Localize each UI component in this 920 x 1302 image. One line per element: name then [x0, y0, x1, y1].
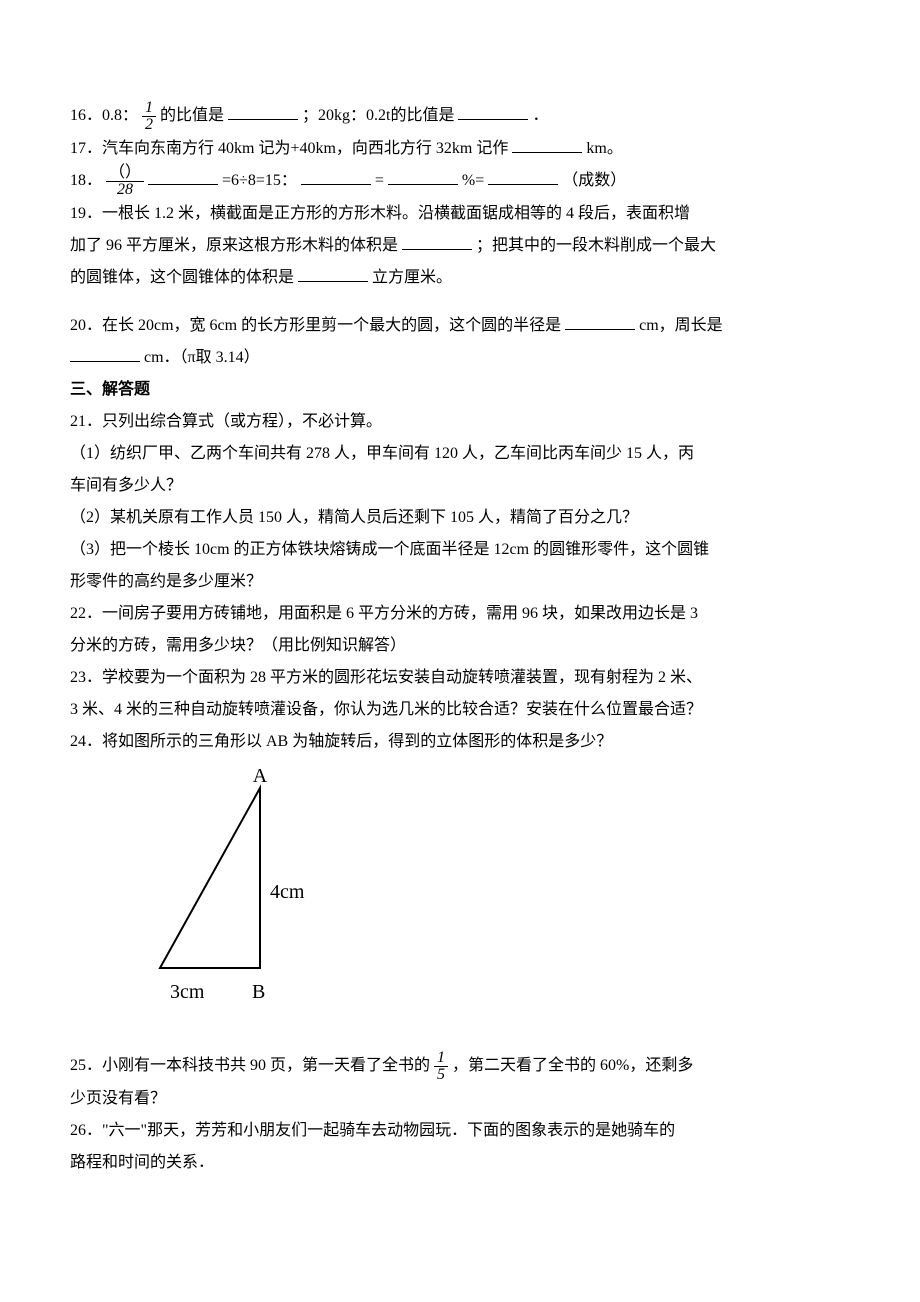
question-21-1a: （1）纺织厂甲、乙两个车间共有 278 人，甲车间有 120 人，乙车间比丙车间…: [70, 438, 850, 470]
q16-mid2: ；20kg：0.2t的比值是: [302, 107, 454, 124]
blank: [402, 233, 472, 250]
fraction-paren-28: （） 28: [106, 165, 144, 198]
question-24: 24．将如图所示的三角形以 AB 为轴旋转后，得到的立体图形的体积是多少？: [70, 726, 850, 758]
q18-eq: =6÷8=15：: [222, 172, 297, 189]
svg-text:3cm: 3cm: [170, 981, 205, 1003]
question-26-b: 路程和时间的关系．: [70, 1147, 850, 1179]
svg-text:A: A: [253, 768, 268, 787]
q25-a: 25．小刚有一本科技书共 90 页，第一天看了全书的: [70, 1057, 434, 1074]
frac-num: 1: [434, 1050, 448, 1067]
frac-num: 1: [142, 100, 156, 117]
q19-l3a: 的圆锥体，这个圆锥体的体积是: [70, 269, 294, 286]
question-25-line2: 少页没有看？: [70, 1083, 850, 1115]
question-26-a: 26．"六一"那天，芳芳和小朋友们一起骑车去动物园玩．下面的图象表示的是她骑车的: [70, 1115, 850, 1147]
question-19-line2: 加了 96 平方厘米，原来这根方形木料的体积是 ；把其中的一段木料削成一个最大: [70, 230, 850, 262]
question-18: 18． （） 28 =6÷8=15： = %= （成数）: [70, 165, 850, 198]
q19-l2b: ；把其中的一段木料削成一个最大: [476, 237, 716, 254]
question-21-3a: （3）把一个棱长 10cm 的正方体铁块熔铸成一个底面半径是 12cm 的圆锥形…: [70, 534, 850, 566]
question-22-a: 22．一间房子要用方砖铺地，用面积是 6 平方分米的方砖，需用 96 块，如果改…: [70, 598, 850, 630]
question-22-b: 分米的方砖，需用多少块？（用比例知识解答）: [70, 630, 850, 662]
document-page: 16．0.8： 1 2 的比值是 ；20kg：0.2t的比值是 ． 17．汽车向…: [0, 0, 920, 1239]
svg-text:4cm: 4cm: [270, 881, 305, 903]
frac-den: 5: [434, 1067, 448, 1083]
q17-a: 17．汽车向东南方行 40km 记为+40km，向西北方行 32km 记作: [70, 140, 508, 157]
q20-l2a: cm．（π取 3.14）: [144, 349, 260, 366]
q20-l1a: 20．在长 20cm，宽 6cm 的长方形里剪一个最大的圆，这个圆的半径是: [70, 317, 561, 334]
question-16: 16．0.8： 1 2 的比值是 ；20kg：0.2t的比值是 ．: [70, 100, 850, 133]
q16-end: ．: [532, 107, 548, 124]
frac-num: （）: [106, 165, 144, 182]
question-21-2: （2）某机关原有工作人员 150 人，精简人员后还剩下 105 人，精简了百分之…: [70, 502, 850, 534]
spacer: [70, 294, 850, 310]
q19-l1a: 19．一根长 1.2 米，横截面是正方形的方形木料。沿横截面锯成相等的 4 段后…: [70, 205, 690, 222]
blank: [70, 345, 140, 362]
q18-eq3: %=: [462, 172, 484, 189]
q20-l1b: cm，周长是: [639, 317, 723, 334]
question-20-line1: 20．在长 20cm，宽 6cm 的长方形里剪一个最大的圆，这个圆的半径是 cm…: [70, 310, 850, 342]
blank: [388, 168, 458, 185]
question-20-line2: cm．（π取 3.14）: [70, 342, 850, 374]
triangle-diagram: A 4cm 3cm B: [130, 768, 850, 1040]
blank: [148, 168, 218, 185]
q16-prefix: 16．0.8：: [70, 107, 138, 124]
question-19-line3: 的圆锥体，这个圆锥体的体积是 立方厘米。: [70, 262, 850, 294]
q18-eq2: =: [375, 172, 384, 189]
blank: [458, 103, 528, 120]
question-25-line1: 25．小刚有一本科技书共 90 页，第一天看了全书的 1 5 ，第二天看了全书的…: [70, 1050, 850, 1083]
section-3-title: 三、解答题: [70, 374, 850, 406]
fraction-1-2: 1 2: [142, 100, 156, 133]
q18-prefix: 18．: [70, 172, 102, 189]
frac-den: 28: [106, 182, 144, 198]
blank: [228, 103, 298, 120]
q19-l3b: 立方厘米。: [372, 269, 452, 286]
question-19-line1: 19．一根长 1.2 米，横截面是正方形的方形木料。沿横截面锯成相等的 4 段后…: [70, 198, 850, 230]
question-23-a: 23．学校要为一个面积为 28 平方米的圆形花坛安装自动旋转喷灌装置，现有射程为…: [70, 662, 850, 694]
blank: [512, 136, 582, 153]
q19-l2a: 加了 96 平方厘米，原来这根方形木料的体积是: [70, 237, 398, 254]
blank: [301, 168, 371, 185]
blank: [565, 313, 635, 330]
blank: [488, 168, 558, 185]
svg-text:B: B: [252, 981, 265, 1003]
q25-b: ，第二天看了全书的 60%，还剩多: [452, 1057, 693, 1074]
question-23-b: 3 米、4 米的三种自动旋转喷灌设备，你认为选几米的比较合适？安装在什么位置最合…: [70, 694, 850, 726]
q18-tail: （成数）: [562, 172, 626, 189]
blank: [298, 265, 368, 282]
question-17: 17．汽车向东南方行 40km 记为+40km，向西北方行 32km 记作 km…: [70, 133, 850, 165]
triangle-svg: A 4cm 3cm B: [130, 768, 360, 1028]
question-21-head: 21．只列出综合算式（或方程），不必计算。: [70, 406, 850, 438]
frac-den: 2: [142, 117, 156, 133]
fraction-1-5: 1 5: [434, 1050, 448, 1083]
q16-mid: 的比值是: [160, 107, 224, 124]
q17-b: km。: [586, 140, 622, 157]
question-21-3b: 形零件的高约是多少厘米？: [70, 566, 850, 598]
question-21-1b: 车间有多少人？: [70, 470, 850, 502]
